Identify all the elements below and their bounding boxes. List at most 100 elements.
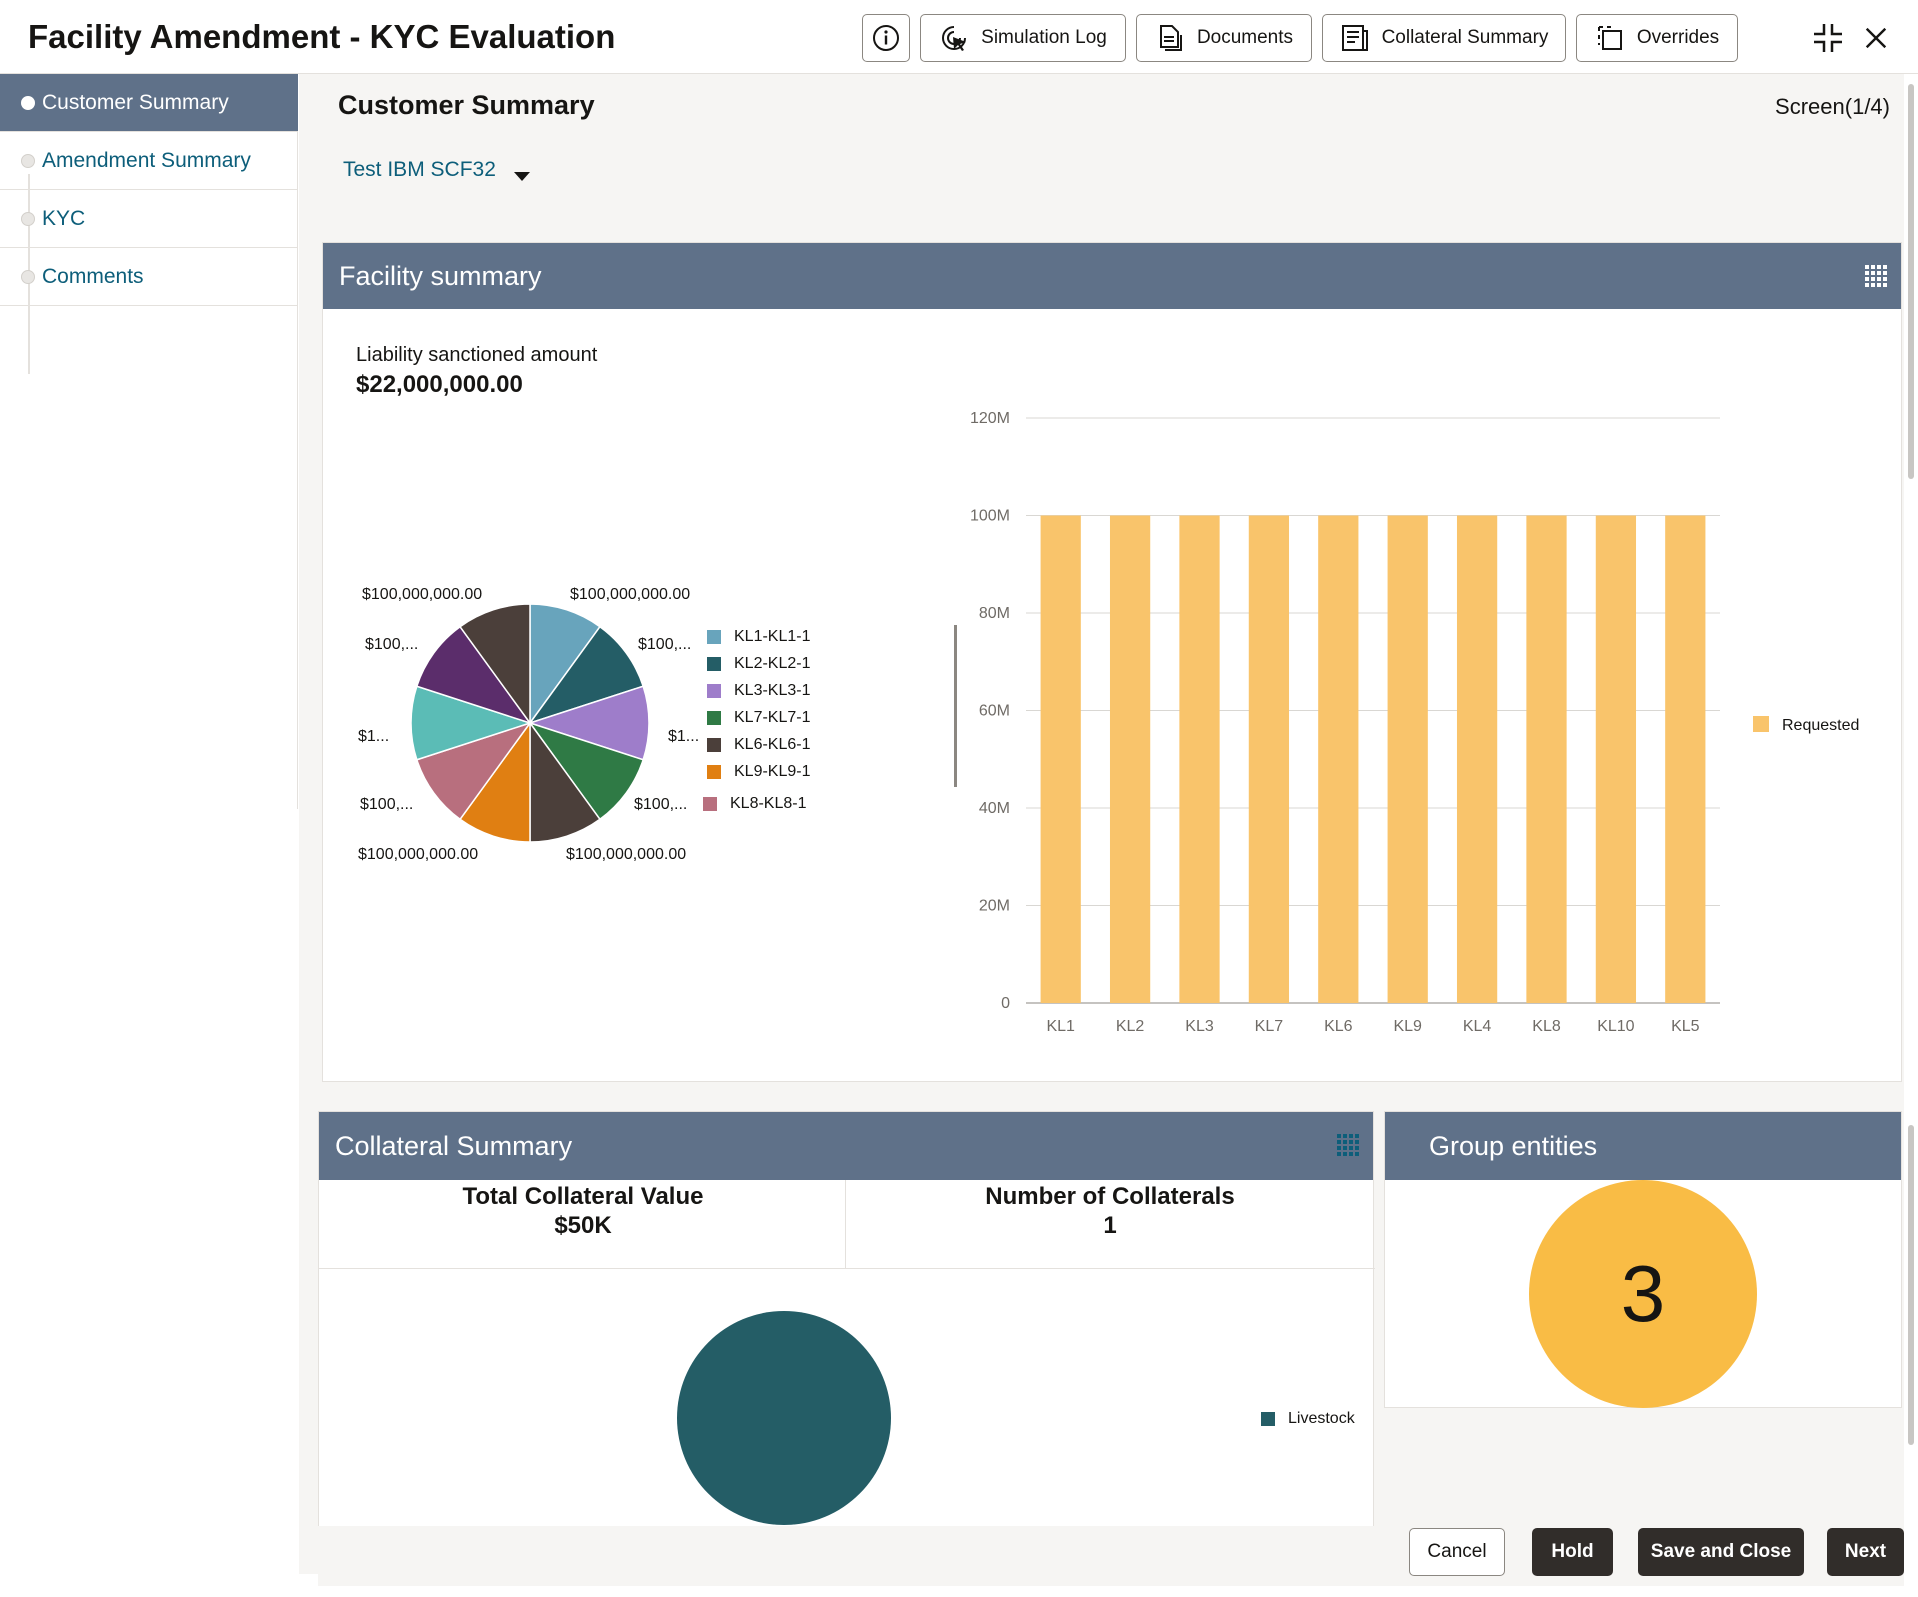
bar[interactable] <box>1665 515 1706 1004</box>
sidebar-item-label: Amendment Summary <box>42 148 251 172</box>
documents-button[interactable]: Documents <box>1136 14 1312 62</box>
bar[interactable] <box>1248 515 1290 1004</box>
pie-slice[interactable] <box>415 625 532 725</box>
bar[interactable] <box>1179 515 1220 1004</box>
collateral-summary-label: Collateral Summary <box>1381 27 1549 48</box>
bar[interactable] <box>1526 515 1567 1004</box>
document-icon <box>1159 25 1182 51</box>
legend-item: KL9-KL9-1 <box>707 763 811 781</box>
bar[interactable] <box>1318 515 1359 1004</box>
overrides-button[interactable]: Overrides <box>1576 14 1738 62</box>
legend-swatch <box>1261 1412 1275 1426</box>
x-tick-label: KL4 <box>1463 1018 1492 1035</box>
y-tick-label: 0 <box>1001 995 1010 1012</box>
total-collateral-stat: Total Collateral Value $50K <box>320 1182 846 1240</box>
x-tick-label: KL2 <box>1116 1018 1145 1035</box>
save-and-close-button[interactable]: Save and Close <box>1638 1528 1804 1576</box>
legend-item: KL8-KL8-1 <box>703 795 807 813</box>
customer-select-value: Test IBM SCF32 <box>343 158 496 181</box>
pie-slice[interactable] <box>459 603 531 726</box>
legend-swatch <box>703 797 717 811</box>
sidebar-item-comments[interactable]: Comments <box>0 248 298 306</box>
sidebar-item-kyc[interactable]: KYC <box>0 190 298 248</box>
sidebar-item-label: Comments <box>42 264 144 288</box>
close-icon[interactable] <box>1858 20 1894 56</box>
pie-slice[interactable] <box>529 720 601 843</box>
pie-label: $100,000,000.00 <box>358 846 479 863</box>
pie-slice[interactable] <box>459 720 531 843</box>
pie-slice[interactable] <box>415 721 532 821</box>
simulation-log-button[interactable]: Simulation Log <box>920 14 1126 62</box>
minimize-icon[interactable] <box>1810 20 1846 56</box>
legend-swatch <box>707 765 721 779</box>
page-title: Customer Summary <box>338 90 595 120</box>
x-tick-label: KL9 <box>1393 1018 1422 1035</box>
pie-slice[interactable] <box>677 1311 891 1525</box>
pie-slice[interactable] <box>527 685 650 761</box>
collateral-count-stat: Number of Collaterals 1 <box>846 1182 1374 1240</box>
hold-button[interactable]: Hold <box>1532 1528 1613 1576</box>
legend-label: KL3-KL3-1 <box>734 682 811 699</box>
step-dot-icon <box>21 269 35 284</box>
legend-swatch <box>707 738 721 752</box>
scrollbar-thumb[interactable] <box>1908 84 1914 479</box>
y-tick-label: 20M <box>979 898 1010 915</box>
liability-label: Liability sanctioned amount <box>356 344 598 366</box>
sidebar-item-customer-summary[interactable]: Customer Summary <box>0 74 298 132</box>
bar[interactable] <box>1595 515 1637 1004</box>
bar[interactable] <box>1456 515 1498 1004</box>
vertical-scrollbar[interactable] <box>1904 74 1918 1574</box>
grid-view-icon[interactable] <box>1337 1134 1359 1156</box>
pie-label: $100,000,000.00 <box>566 846 687 863</box>
cancel-button[interactable]: Cancel <box>1409 1528 1505 1576</box>
legend-item: KL1-KL1-1 <box>707 628 811 646</box>
info-icon <box>873 25 899 51</box>
pie-label: $100,000,000.00 <box>362 586 483 603</box>
pie-slice[interactable] <box>529 603 601 726</box>
pie-label: $1... <box>358 728 390 745</box>
sidebar-item-amendment-summary[interactable]: Amendment Summary <box>0 132 298 190</box>
pie-slice[interactable] <box>528 721 645 821</box>
overrides-icon <box>1597 26 1622 50</box>
facility-summary-title: Facility summary <box>339 260 542 291</box>
pie-label: $100,... <box>634 796 688 813</box>
y-tick-label: 120M <box>970 410 1010 427</box>
bar[interactable] <box>1040 515 1081 1004</box>
grid-view-icon[interactable] <box>1865 265 1887 287</box>
legend-label: KL2-KL2-1 <box>734 655 811 672</box>
group-entities-count[interactable]: 3 <box>1529 1180 1757 1408</box>
info-button[interactable] <box>862 14 910 62</box>
x-tick-label: KL7 <box>1255 1018 1284 1035</box>
x-tick-label: KL1 <box>1046 1018 1075 1035</box>
screen-indicator: Screen(1/4) <box>1775 94 1890 119</box>
group-entities-title: Group entities <box>1429 1130 1598 1161</box>
legend-item: KL2-KL2-1 <box>707 655 811 673</box>
step-dot-icon <box>21 211 35 226</box>
scrollbar-thumb[interactable] <box>1908 1125 1914 1445</box>
pie-slice[interactable] <box>410 685 533 761</box>
inner-scrollbar[interactable] <box>1904 1125 1918 1445</box>
liability-value: $22,000,000.00 <box>356 371 523 398</box>
legend-swatch <box>707 630 721 644</box>
bar[interactable] <box>1387 515 1428 1004</box>
divider <box>319 1268 1375 1269</box>
collateral-summary-header: Collateral Summary <box>319 1112 1373 1180</box>
bar[interactable] <box>1109 515 1151 1004</box>
customer-select[interactable]: Test IBM SCF32 <box>343 158 530 182</box>
sidebar-item-label: KYC <box>42 206 86 230</box>
x-tick-label: KL6 <box>1324 1018 1353 1035</box>
group-entities-count-value: 3 <box>1620 1249 1666 1338</box>
pie-slice[interactable] <box>528 625 645 725</box>
x-tick-label: KL3 <box>1185 1018 1214 1035</box>
cursor-click-icon <box>942 26 967 51</box>
legend-label: KL9-KL9-1 <box>734 763 811 780</box>
facility-pie-chart <box>410 603 650 843</box>
legend-scrollbar[interactable] <box>954 625 957 787</box>
simulation-log-label: Simulation Log <box>981 27 1107 48</box>
legend-item: KL7-KL7-1 <box>707 709 811 727</box>
collateral-summary-button[interactable]: Collateral Summary <box>1322 14 1566 62</box>
next-button[interactable]: Next <box>1827 1528 1904 1576</box>
header-bar: Facility Amendment - KYC Evaluation Simu… <box>0 0 1918 74</box>
caret-down-icon <box>513 171 530 181</box>
pie-label: $100,000,000.00 <box>570 586 691 603</box>
